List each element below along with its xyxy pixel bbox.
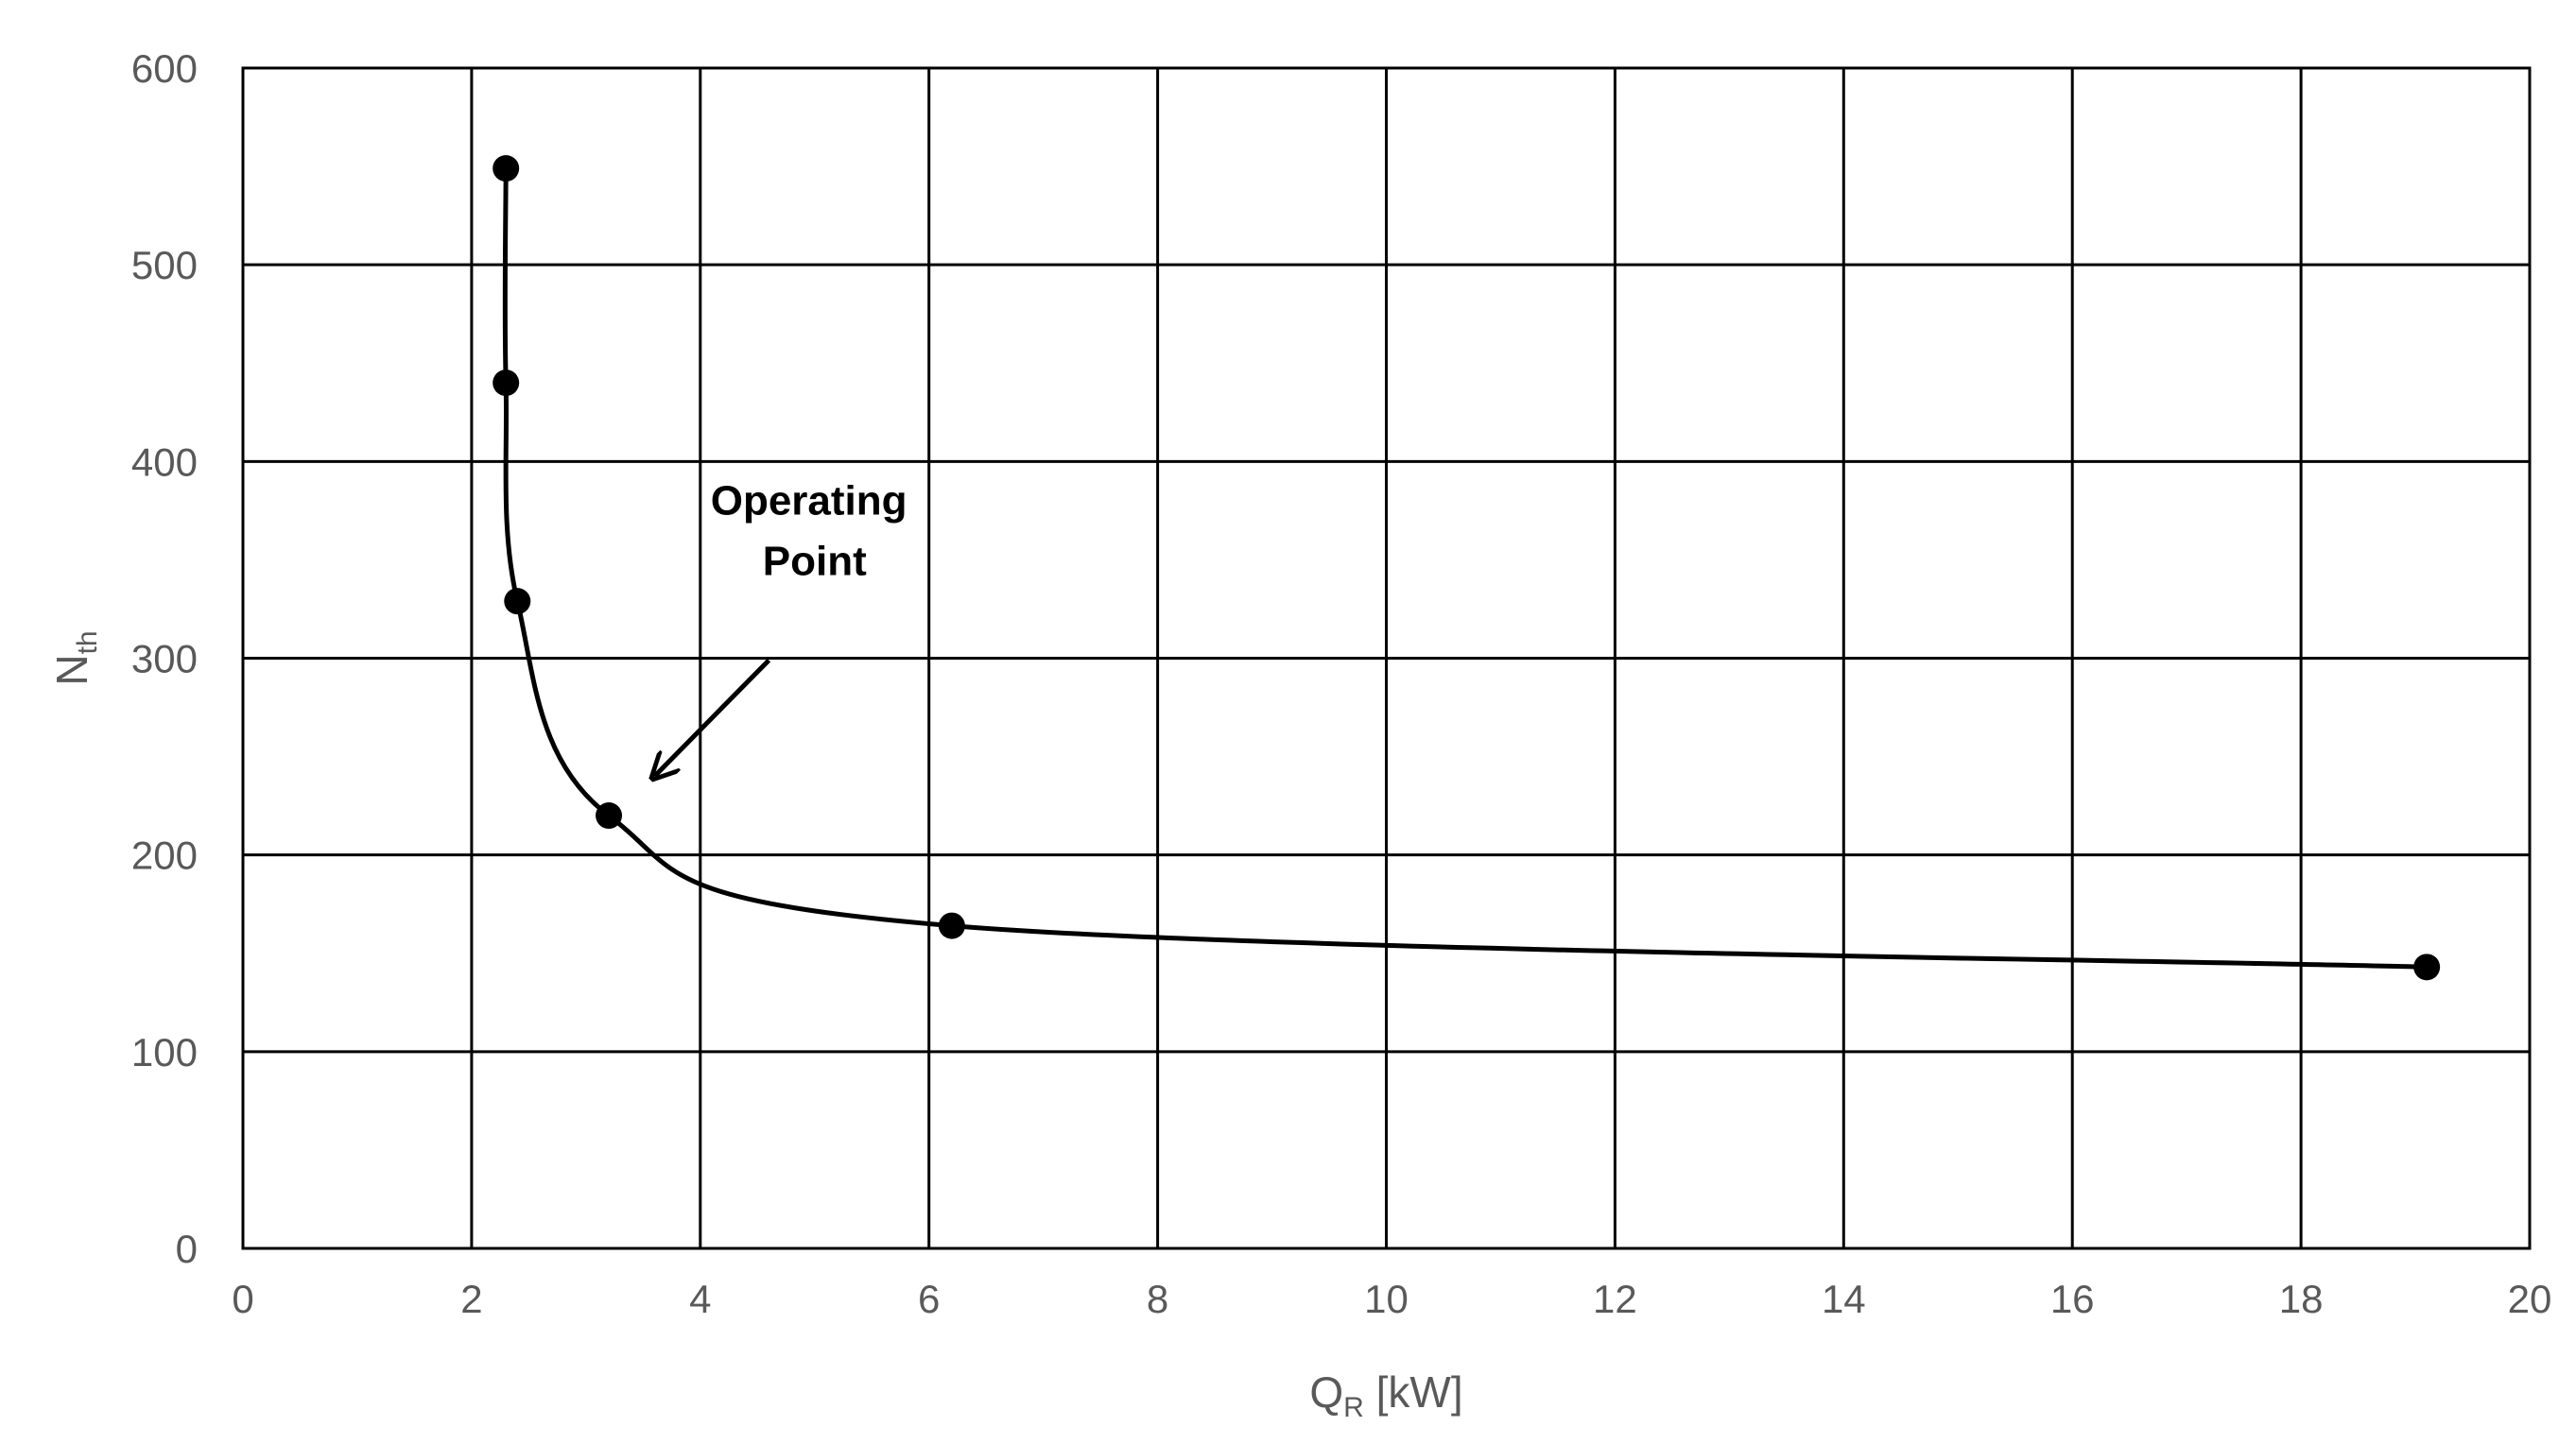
data-point (504, 588, 531, 615)
x-axis-title-unit: [kW] (1364, 1367, 1463, 1417)
y-tick-label: 400 (131, 439, 198, 484)
x-tick-label: 0 (232, 1277, 253, 1321)
annotation-line-1: Operating (711, 477, 908, 524)
data-point (596, 802, 623, 830)
data-point (2413, 954, 2441, 981)
operating-point-annotation: Operating Point (654, 477, 919, 777)
y-axis-ticks: 0 100 200 300 400 500 600 (131, 46, 198, 1271)
grid (241, 66, 2532, 1250)
x-axis-title-main: Q (1309, 1367, 1343, 1417)
x-tick-label: 12 (1593, 1277, 1637, 1321)
annotation-line-2: Point (763, 538, 867, 584)
y-tick-label: 0 (176, 1227, 198, 1271)
y-axis-title-subscript: th (72, 630, 103, 654)
x-axis-title-subscript: R (1343, 1392, 1364, 1423)
x-tick-label: 14 (1822, 1277, 1866, 1321)
x-tick-label: 6 (918, 1277, 940, 1321)
y-tick-label: 200 (131, 834, 198, 878)
y-tick-label: 600 (131, 46, 198, 91)
y-tick-label: 300 (131, 637, 198, 681)
x-axis-ticks: 0 2 4 6 8 10 12 14 16 18 20 (232, 1277, 2551, 1321)
annotation-text: Operating Point (711, 477, 919, 584)
data-point (493, 155, 520, 182)
x-tick-label: 2 (460, 1277, 482, 1321)
x-tick-label: 10 (1364, 1277, 1409, 1321)
y-axis-title: Nth (47, 630, 103, 685)
plot-area-frame (241, 66, 2532, 1250)
series-line (502, 168, 2428, 970)
y-axis-title-main: N (47, 654, 96, 685)
data-point (493, 370, 520, 397)
data-points (493, 155, 2441, 981)
y-tick-label: 500 (131, 243, 198, 287)
x-tick-label: 20 (2508, 1277, 2552, 1321)
annotation-arrow (654, 658, 771, 777)
x-tick-label: 16 (2050, 1277, 2095, 1321)
x-tick-label: 8 (1147, 1277, 1168, 1321)
data-point (938, 912, 965, 939)
x-tick-label: 4 (689, 1277, 711, 1321)
x-tick-label: 18 (2279, 1277, 2324, 1321)
y-tick-label: 100 (131, 1030, 198, 1074)
x-axis-title: QR [kW] (1309, 1367, 1462, 1423)
